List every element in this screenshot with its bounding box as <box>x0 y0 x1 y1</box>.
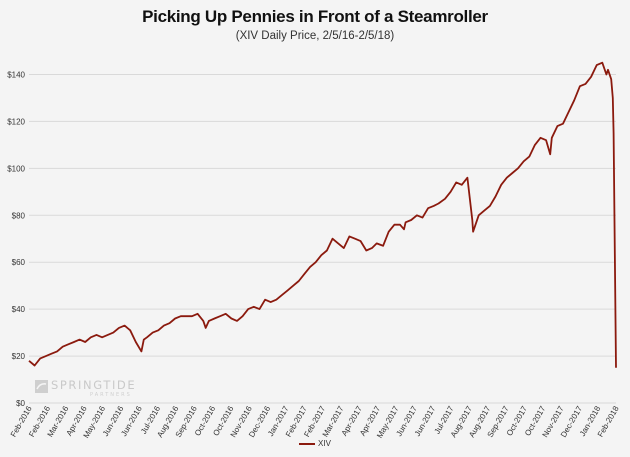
brand-tagline: PARTNERS <box>90 392 132 398</box>
springtide-mark-icon <box>35 380 48 393</box>
legend: XIV <box>0 439 630 448</box>
y-tick-label: $60 <box>12 258 26 267</box>
y-tick-label: $120 <box>7 117 25 126</box>
brand-name: SPRINGTIDE <box>51 378 137 392</box>
y-tick-label: $40 <box>12 305 26 314</box>
y-tick-label: $20 <box>12 352 26 361</box>
y-tick-label: $80 <box>12 211 26 220</box>
grid-lines <box>29 73 616 404</box>
legend-label-xiv: XIV <box>318 439 331 448</box>
y-axis-ticks: $0 $20 $40 $60 $80 $100 $120 $140 <box>7 70 25 408</box>
y-tick-label: $140 <box>7 70 25 79</box>
y-tick-label: $100 <box>7 164 25 173</box>
chart-subtitle: (XIV Daily Price, 2/5/16-2/5/18) <box>235 30 395 42</box>
x-axis-ticks: Feb-2016Feb-2016Mar-2016Apr-2016May-2016… <box>9 404 621 440</box>
series-line-xiv <box>28 61 617 368</box>
legend-swatch-xiv <box>299 442 316 445</box>
y-tick-label: $0 <box>16 399 25 408</box>
chart-title: Picking Up Pennies in Front of a Steamro… <box>142 7 488 26</box>
